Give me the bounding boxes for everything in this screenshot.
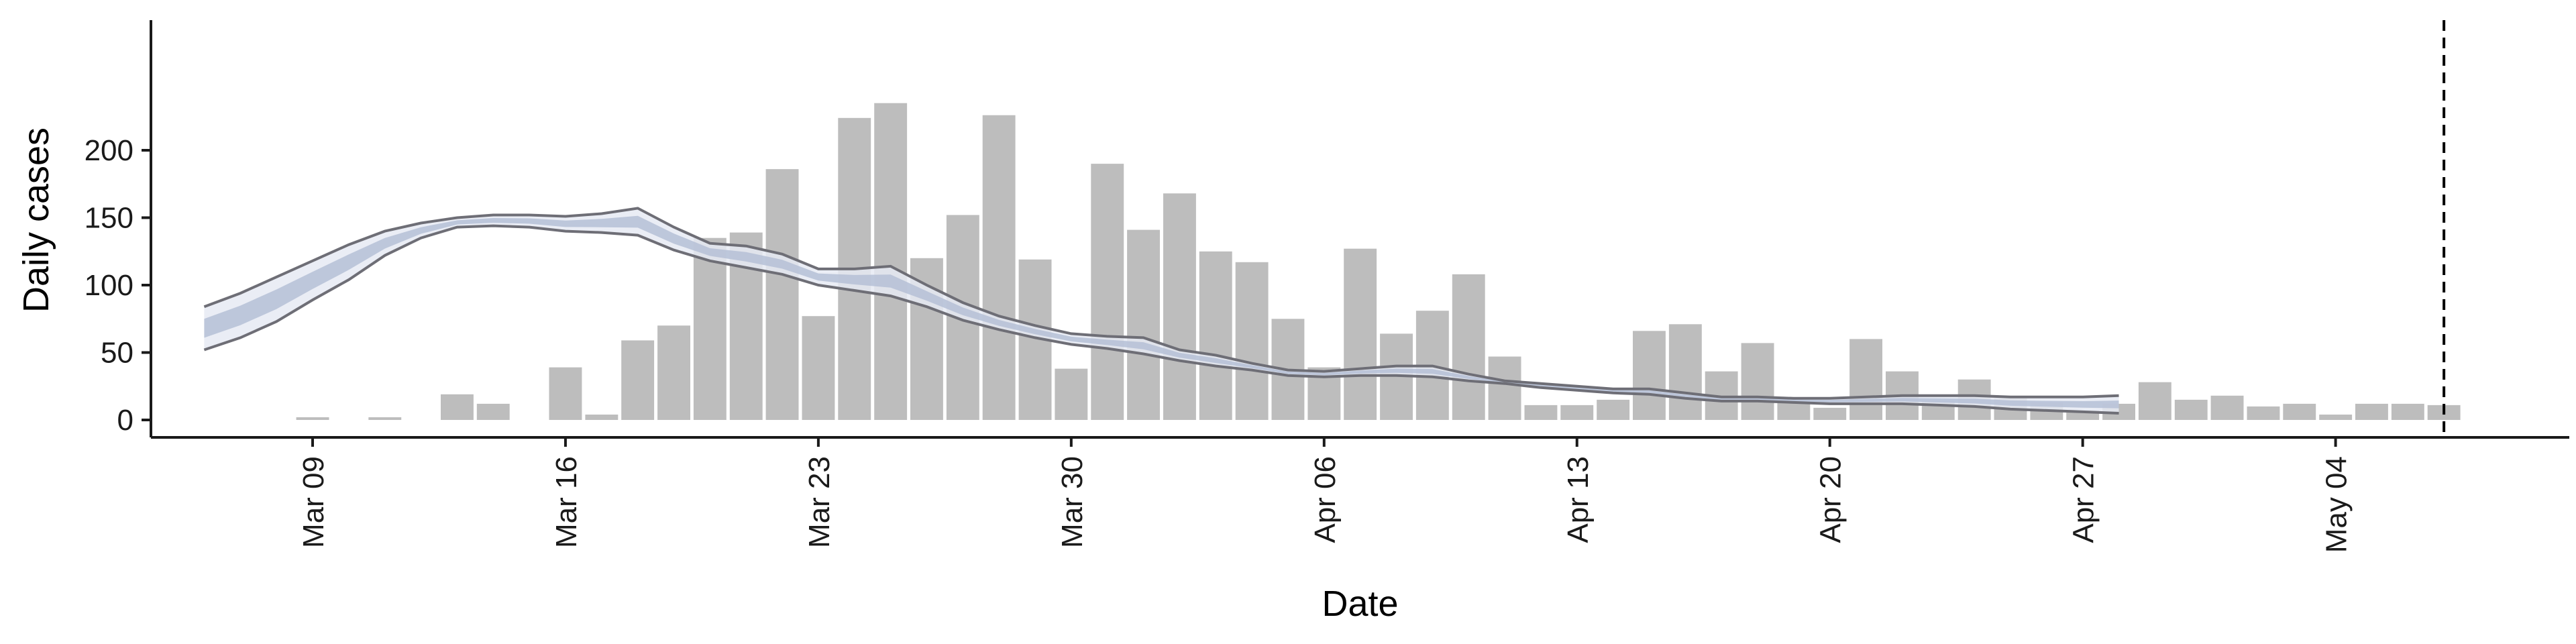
bar [1741, 343, 1774, 420]
bar [2391, 403, 2424, 420]
x-tick-label: Mar 16 [550, 456, 583, 548]
bar [368, 417, 402, 420]
estimate-upper-line [203, 207, 2119, 400]
bar [1235, 262, 1269, 420]
x-tick-label: Apr 13 [1562, 456, 1595, 543]
bar [874, 103, 908, 420]
x-tick-label: Mar 23 [803, 456, 836, 548]
y-tick-label: 100 [85, 269, 133, 302]
bar [549, 367, 582, 420]
bar [1813, 407, 1847, 420]
bar [2247, 406, 2280, 420]
bar [1488, 356, 1521, 420]
bar [476, 403, 510, 420]
bar [1091, 164, 1124, 420]
x-tick-label: Mar 09 [297, 456, 330, 548]
y-axis-title: Daily cases [16, 127, 56, 313]
bar [2283, 403, 2316, 420]
bar [1668, 324, 1702, 420]
y-tick-label: 50 [101, 337, 133, 370]
estimate-lower-line [203, 224, 2119, 415]
y-tick-label: 200 [85, 134, 133, 167]
bar [296, 417, 329, 420]
bar [765, 169, 799, 420]
bar [2355, 403, 2388, 420]
x-tick-label: Apr 06 [1309, 456, 1342, 543]
bar [1344, 248, 1377, 420]
bar [1452, 274, 1485, 420]
bar [1163, 193, 1196, 420]
bar [1524, 405, 1558, 420]
bar [2174, 399, 2208, 420]
estimate-band-inner [204, 215, 2119, 409]
bar [1777, 400, 1811, 420]
x-tick-label: Apr 27 [2068, 456, 2100, 543]
x-tick-label: Apr 20 [1815, 456, 1847, 543]
bar [2138, 382, 2171, 420]
bar [982, 115, 1016, 420]
bar [1199, 251, 1232, 420]
axes-layer: 0 50 100 150 200 Mar 09 Mar 16 Mar 23 Mar 30 Apr … [85, 20, 2569, 553]
estimate-band-outer [204, 208, 2119, 413]
bar [1560, 405, 1594, 420]
x-axis-title: Date [1322, 584, 1398, 624]
x-tick-label: May 04 [2320, 456, 2353, 553]
bar [621, 340, 655, 420]
bar [1633, 331, 1666, 420]
bar [1849, 339, 1882, 420]
bar [585, 415, 619, 420]
bar [1597, 399, 1630, 420]
bar [2319, 415, 2353, 420]
bar [441, 394, 474, 420]
y-tick-label: 0 [117, 404, 133, 437]
bar [802, 316, 835, 420]
bar [1127, 229, 1160, 420]
bar [693, 237, 727, 420]
bar [657, 325, 690, 420]
bar [2210, 395, 2244, 420]
bar [1055, 368, 1088, 420]
estimate-ribbon-layer [203, 207, 2119, 415]
x-tick-label: Mar 30 [1056, 456, 1089, 548]
y-tick-label: 150 [85, 202, 133, 235]
